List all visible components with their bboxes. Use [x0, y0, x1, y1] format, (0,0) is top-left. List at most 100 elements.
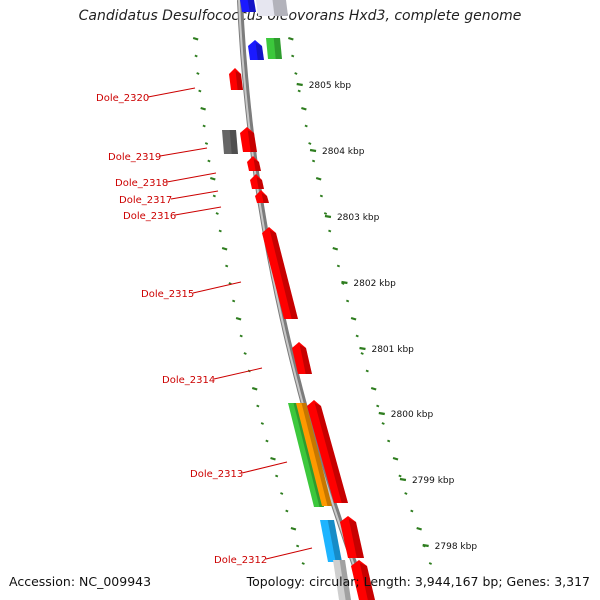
gene-leader-line [192, 281, 242, 294]
gene-leader-line [159, 147, 208, 157]
gene-shape-blue-top-shade [255, 43, 264, 60]
ruler-major-tick [359, 346, 366, 351]
ruler-label: 2805 kbp [309, 81, 352, 91]
gene-label: Dole_2318 [115, 178, 168, 189]
gene-shape-dole-2312-cyan-body [320, 520, 342, 562]
ruler-label: 2801 kbp [371, 345, 414, 355]
gene-shape-dole-2312-cyan [320, 520, 342, 562]
outer-ruler-tick [404, 492, 408, 495]
topology-text: Topology: circular; Length: 3,944,167 bp… [246, 574, 590, 589]
feature-layer [222, 0, 375, 600]
ruler-label: 2803 kbp [337, 213, 380, 223]
gene-shape-dole-2319 [240, 127, 257, 152]
gene-shape-dole-2320 [229, 68, 243, 90]
inner-ruler-tick [204, 142, 209, 145]
gene-label: Dole_2316 [123, 211, 176, 222]
gene-label: Dole_2313 [190, 469, 243, 480]
gene-shape-dole-2313-shade [314, 403, 348, 503]
outer-ruler-tick [355, 334, 359, 338]
inner-ruler-tick [280, 492, 284, 495]
outer-ruler-tick [301, 106, 307, 111]
gene-label: Dole_2319 [108, 152, 161, 163]
gene-shape-dole-2313-green-body [288, 403, 324, 507]
outer-ruler-tick [416, 526, 422, 531]
gene-shape-light-top-shade [272, 0, 288, 16]
gene-shape-extra-bottom [351, 560, 375, 600]
gene-label: Dole_2315 [141, 289, 194, 300]
outer-ruler-tick [308, 142, 312, 145]
inner-ruler-tick [301, 562, 305, 565]
outer-ruler-tick [387, 439, 391, 443]
gene-shape-dole-2317-body [250, 174, 264, 189]
gene-shape-dole-2314-shade [299, 345, 312, 374]
inner-ruler-tick [251, 386, 258, 391]
map-title: Candidatus Desulfococcus oleovorans Hxd3… [78, 8, 522, 24]
gene-shape-blue-edge-body [240, 0, 256, 12]
backbone-highlight [238, 0, 368, 600]
gene-shape-green-top-body [266, 38, 282, 59]
gene-shape-dole-2312-body [340, 516, 364, 558]
outer-ruler-tick [410, 509, 414, 513]
gene-shape-blue-top [248, 40, 264, 60]
inner-ruler-tick [256, 404, 260, 408]
ruler-label: 2798 kbp [435, 542, 478, 552]
inner-ruler-tick [194, 54, 198, 58]
gene-shape-dole-2320-shade [235, 71, 243, 90]
gene-shape-dole-2317 [250, 174, 264, 189]
gene-shape-blue-edge-shade [247, 0, 256, 12]
ruler-major-tick [399, 477, 407, 482]
gene-shape-dole-2312 [340, 516, 364, 558]
gene-shape-dole-2313-orange [296, 403, 332, 506]
gene-shape-dole-2318-body [247, 156, 261, 171]
gene-shape-dole-2319-body [240, 127, 257, 152]
outer-ruler-tick [304, 124, 308, 128]
ruler-label: 2802 kbp [353, 279, 396, 289]
outer-ruler-tick [350, 316, 357, 321]
gene-shape-dole-2319-gray-shade [229, 130, 238, 154]
inner-ruler-tick [196, 72, 200, 75]
gene-shape-dole-2314-body [292, 342, 312, 374]
gene-shape-light-top-body [256, 0, 288, 16]
gene-shape-dole-2317-shade [256, 177, 264, 189]
gene-label: Dole_2314 [162, 375, 215, 386]
inner-ruler-tick [192, 36, 199, 41]
gene-leader-line [174, 206, 222, 216]
outer-ruler-tick [297, 89, 301, 93]
gene-shape-gray-bottom [333, 560, 351, 600]
gene-leader-line [166, 172, 217, 183]
inner-ruler-tick [239, 334, 243, 338]
gene-label: Dole_2312 [214, 555, 267, 566]
inner-ruler-tick [235, 316, 242, 321]
gene-shape-dole-2316-body [255, 190, 269, 203]
accession-text: Accession: NC_009943 [9, 574, 152, 589]
gene-label: Dole_2320 [96, 93, 149, 104]
outer-ruler-tick [345, 299, 350, 303]
inner-ruler-tick [215, 212, 219, 215]
outer-ruler-tick [398, 474, 402, 478]
gene-shape-dole-2316 [255, 190, 269, 203]
inner-ruler-tick [232, 299, 236, 303]
inner-ruler-tick [296, 544, 300, 548]
label-layer: Dole_2320 Dole_2319 Dole_2318 Dole_2317 Dole… [96, 87, 313, 566]
outer-ruler-tick [315, 176, 322, 181]
gene-leader-line [147, 87, 196, 98]
inner-ruler-tick [270, 456, 276, 461]
inner-ruler-tick [243, 352, 247, 355]
inner-ruler-tick [260, 422, 264, 425]
gene-shape-dole-2318-shade [253, 159, 261, 171]
gene-shape-blue-top-body [248, 40, 264, 60]
inner-ruler-tick [285, 509, 289, 513]
gene-shape-dole-2320-body [229, 68, 243, 90]
gene-leader-line [241, 461, 288, 474]
outer-ruler-tick [381, 422, 385, 425]
gene-shape-dole-2313 [307, 400, 348, 503]
gene-shape-dole-2313-body [307, 400, 348, 503]
outer-ruler-tick [288, 36, 294, 41]
gene-shape-dole-2315-body [262, 227, 298, 319]
outer-ruler-tick [328, 229, 332, 233]
gene-shape-green-top [266, 38, 282, 59]
outer-ruler-tick [365, 369, 369, 373]
gene-shape-light-top [256, 0, 288, 16]
ruler-major-tick [324, 214, 332, 219]
gene-label: Dole_2317 [119, 195, 172, 206]
